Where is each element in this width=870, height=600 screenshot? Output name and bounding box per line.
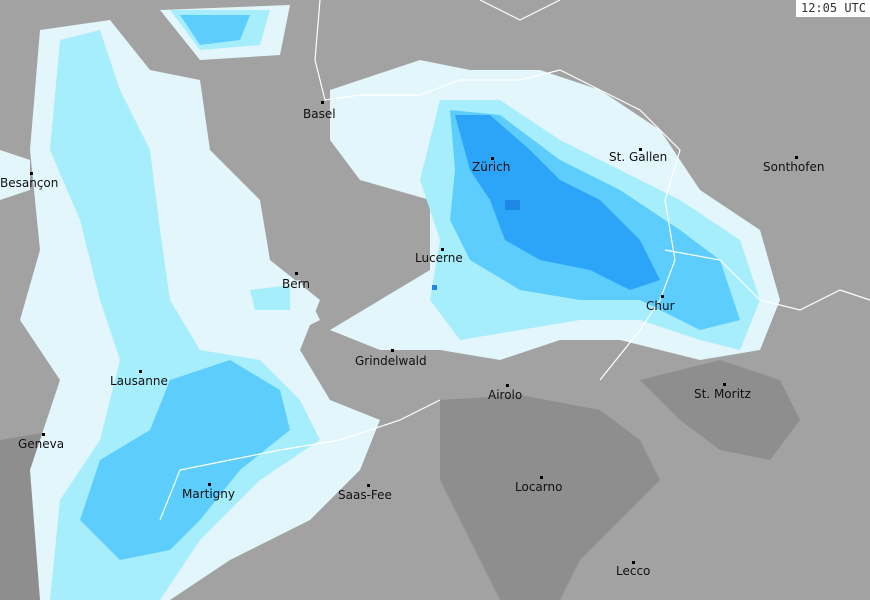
city-dot bbox=[321, 101, 324, 104]
city-label-airolo[interactable]: Airolo bbox=[488, 388, 523, 402]
city-label-lecco[interactable]: Lecco bbox=[616, 564, 651, 578]
country-borders bbox=[159, 0, 870, 521]
city-dot bbox=[540, 476, 543, 479]
city-dot bbox=[639, 148, 642, 151]
city-dot bbox=[506, 384, 509, 387]
city-dot bbox=[795, 156, 798, 159]
city-dot bbox=[441, 248, 444, 251]
city-dot bbox=[367, 484, 370, 487]
city-dot bbox=[632, 561, 635, 564]
city-dot bbox=[42, 433, 45, 436]
city-dot bbox=[30, 172, 33, 175]
city-dot bbox=[491, 157, 494, 160]
city-label-st-moritz[interactable]: St. Moritz bbox=[694, 387, 751, 401]
city-label-besancon[interactable]: Besançon bbox=[0, 176, 59, 190]
city-label-st-gallen[interactable]: St. Gallen bbox=[609, 150, 668, 164]
precip-very-heavy bbox=[432, 200, 520, 290]
city-label-martigny[interactable]: Martigny bbox=[182, 487, 236, 501]
city-label-bern[interactable]: Bern bbox=[282, 277, 310, 291]
city-dot bbox=[295, 272, 298, 275]
city-label-lausanne[interactable]: Lausanne bbox=[110, 374, 168, 388]
city-label-saas-fee[interactable]: Saas-Fee bbox=[338, 488, 392, 502]
city-label-geneva[interactable]: Geneva bbox=[18, 437, 65, 451]
city-dot bbox=[139, 370, 142, 373]
city-label-chur[interactable]: Chur bbox=[646, 299, 675, 313]
city-label-zurich[interactable]: Zürich bbox=[472, 160, 511, 174]
city-dot bbox=[391, 349, 394, 352]
city-label-sonthofen[interactable]: Sonthofen bbox=[763, 160, 825, 174]
city-dot bbox=[208, 483, 211, 486]
city-dot bbox=[661, 295, 664, 298]
city-label-basel[interactable]: Basel bbox=[303, 107, 336, 121]
city-label-locarno[interactable]: Locarno bbox=[515, 480, 563, 494]
city-label-grindelwald[interactable]: Grindelwald bbox=[355, 354, 427, 368]
city-label-lucerne[interactable]: Lucerne bbox=[415, 251, 463, 265]
precip-heavy bbox=[455, 115, 660, 290]
timestamp-label: 12:05 UTC bbox=[795, 0, 870, 17]
city-dot bbox=[723, 383, 726, 386]
